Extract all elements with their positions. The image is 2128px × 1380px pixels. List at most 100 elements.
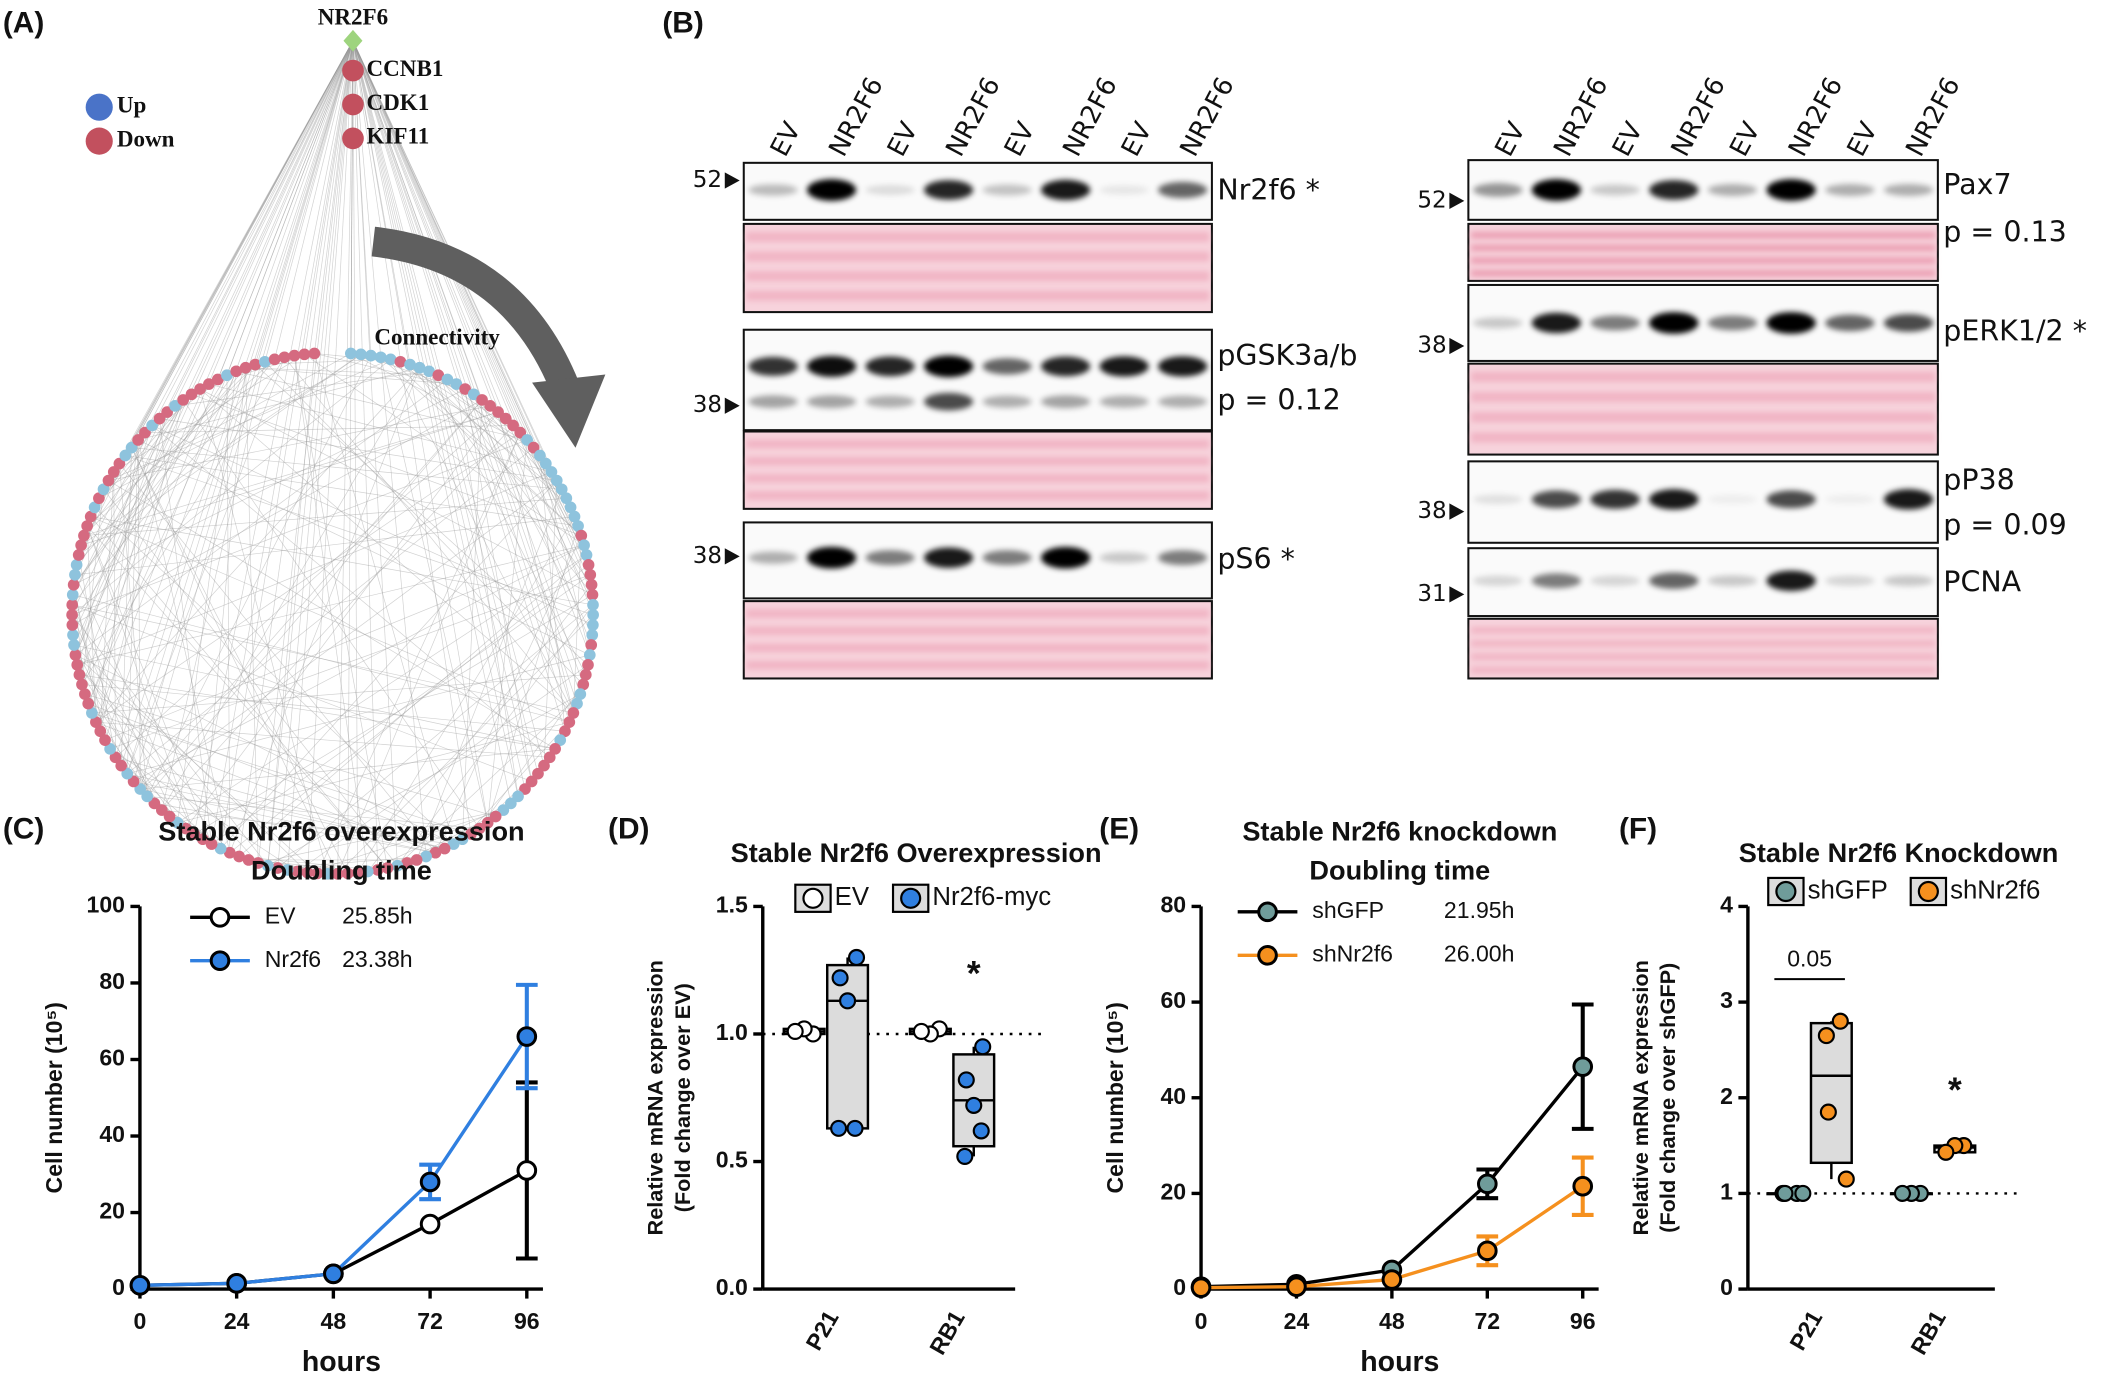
edge	[119, 463, 436, 853]
gene-node	[492, 406, 504, 418]
edge	[380, 357, 427, 857]
edge	[76, 664, 231, 853]
blot-band	[982, 184, 1032, 196]
data-point	[1837, 1170, 1855, 1188]
edge	[83, 364, 256, 536]
data-point	[419, 1171, 441, 1193]
edge	[73, 584, 106, 741]
edge	[131, 447, 562, 490]
edge	[71, 604, 178, 823]
box	[825, 963, 870, 1130]
gene-node	[71, 659, 84, 671]
gene-node	[579, 668, 592, 681]
y-tick-label: 1.0	[716, 1019, 748, 1045]
y-tick-label: 60	[1160, 987, 1186, 1013]
gene-node	[512, 790, 524, 803]
gene-node	[70, 559, 83, 571]
edge	[133, 781, 445, 849]
edge	[147, 795, 480, 829]
edge	[75, 40, 354, 656]
ponceau-stripe	[1471, 626, 1936, 634]
x-tick-label: 24	[224, 1308, 250, 1334]
edge	[81, 684, 178, 823]
gene-node	[146, 419, 158, 432]
blot-frame	[742, 328, 1213, 432]
edge	[75, 399, 184, 656]
edge	[72, 375, 228, 626]
y-tick-label: 2	[1720, 1083, 1733, 1109]
edge	[119, 40, 354, 464]
edge	[161, 367, 420, 811]
edge	[86, 525, 212, 845]
gene-node	[587, 609, 599, 621]
edge	[71, 40, 354, 614]
edge	[350, 353, 534, 448]
marker-label: 38	[1417, 498, 1446, 524]
edge	[177, 371, 237, 823]
lane-label: EV	[1842, 117, 1885, 161]
blot-band	[1158, 550, 1208, 566]
ponceau-stripe	[746, 660, 1210, 670]
blot-band	[806, 546, 857, 569]
blot-band	[1099, 395, 1149, 408]
blot-band	[1099, 552, 1149, 564]
gene-node	[549, 742, 561, 755]
y-axis-label: Relative mRNA expression	[1628, 960, 1653, 1235]
edge	[352, 40, 532, 782]
edge	[90, 516, 388, 869]
gene-node	[391, 859, 404, 872]
gene-node	[527, 441, 540, 454]
edge	[79, 40, 354, 675]
edge	[125, 455, 594, 616]
top-gene-node	[342, 59, 364, 82]
x-tick-label: 48	[321, 1308, 347, 1334]
marker-arrow	[1449, 503, 1465, 520]
gene-node	[97, 483, 110, 496]
edge	[127, 447, 534, 774]
ponceau-stripe	[746, 626, 1210, 636]
lane-label: EV	[882, 117, 925, 161]
x-tick-label: 96	[1570, 1308, 1596, 1334]
legend-marker	[1257, 944, 1278, 966]
edge	[267, 353, 315, 866]
edge	[238, 40, 354, 857]
gene-node	[214, 842, 227, 855]
hub-node	[343, 29, 363, 52]
edge	[73, 644, 556, 750]
blot-band	[865, 185, 915, 195]
gene-node	[66, 619, 79, 631]
blot-band	[1825, 314, 1875, 332]
edge	[229, 564, 589, 853]
lane-label: EV	[1724, 117, 1767, 161]
edge	[146, 399, 483, 797]
top-gene-label: CDK1	[367, 89, 430, 115]
edge	[352, 40, 398, 866]
edge	[86, 525, 388, 869]
blot-band	[1041, 395, 1091, 409]
edge	[140, 480, 557, 790]
edge	[257, 40, 354, 864]
edge	[144, 425, 514, 433]
data-point	[1476, 1240, 1498, 1262]
gene-node	[580, 549, 593, 561]
blot-band	[1883, 575, 1934, 587]
gene-node	[153, 412, 166, 425]
edge	[91, 712, 472, 835]
edge	[337, 614, 594, 875]
gene-node	[156, 804, 168, 816]
edge	[397, 604, 594, 866]
edge	[487, 439, 528, 823]
blot-band	[1158, 395, 1208, 408]
blot-label: PCNA	[1943, 565, 2021, 598]
edge	[133, 544, 585, 782]
gene-node	[465, 828, 477, 840]
gene-node	[211, 373, 224, 386]
data-point	[831, 969, 849, 987]
edge	[139, 40, 354, 790]
edge	[75, 425, 153, 656]
edge	[72, 399, 483, 626]
gene-node	[545, 466, 558, 478]
gene-node	[481, 816, 494, 829]
legend-doubling-time: 26.00h	[1444, 940, 1515, 966]
blot-band	[806, 395, 857, 409]
